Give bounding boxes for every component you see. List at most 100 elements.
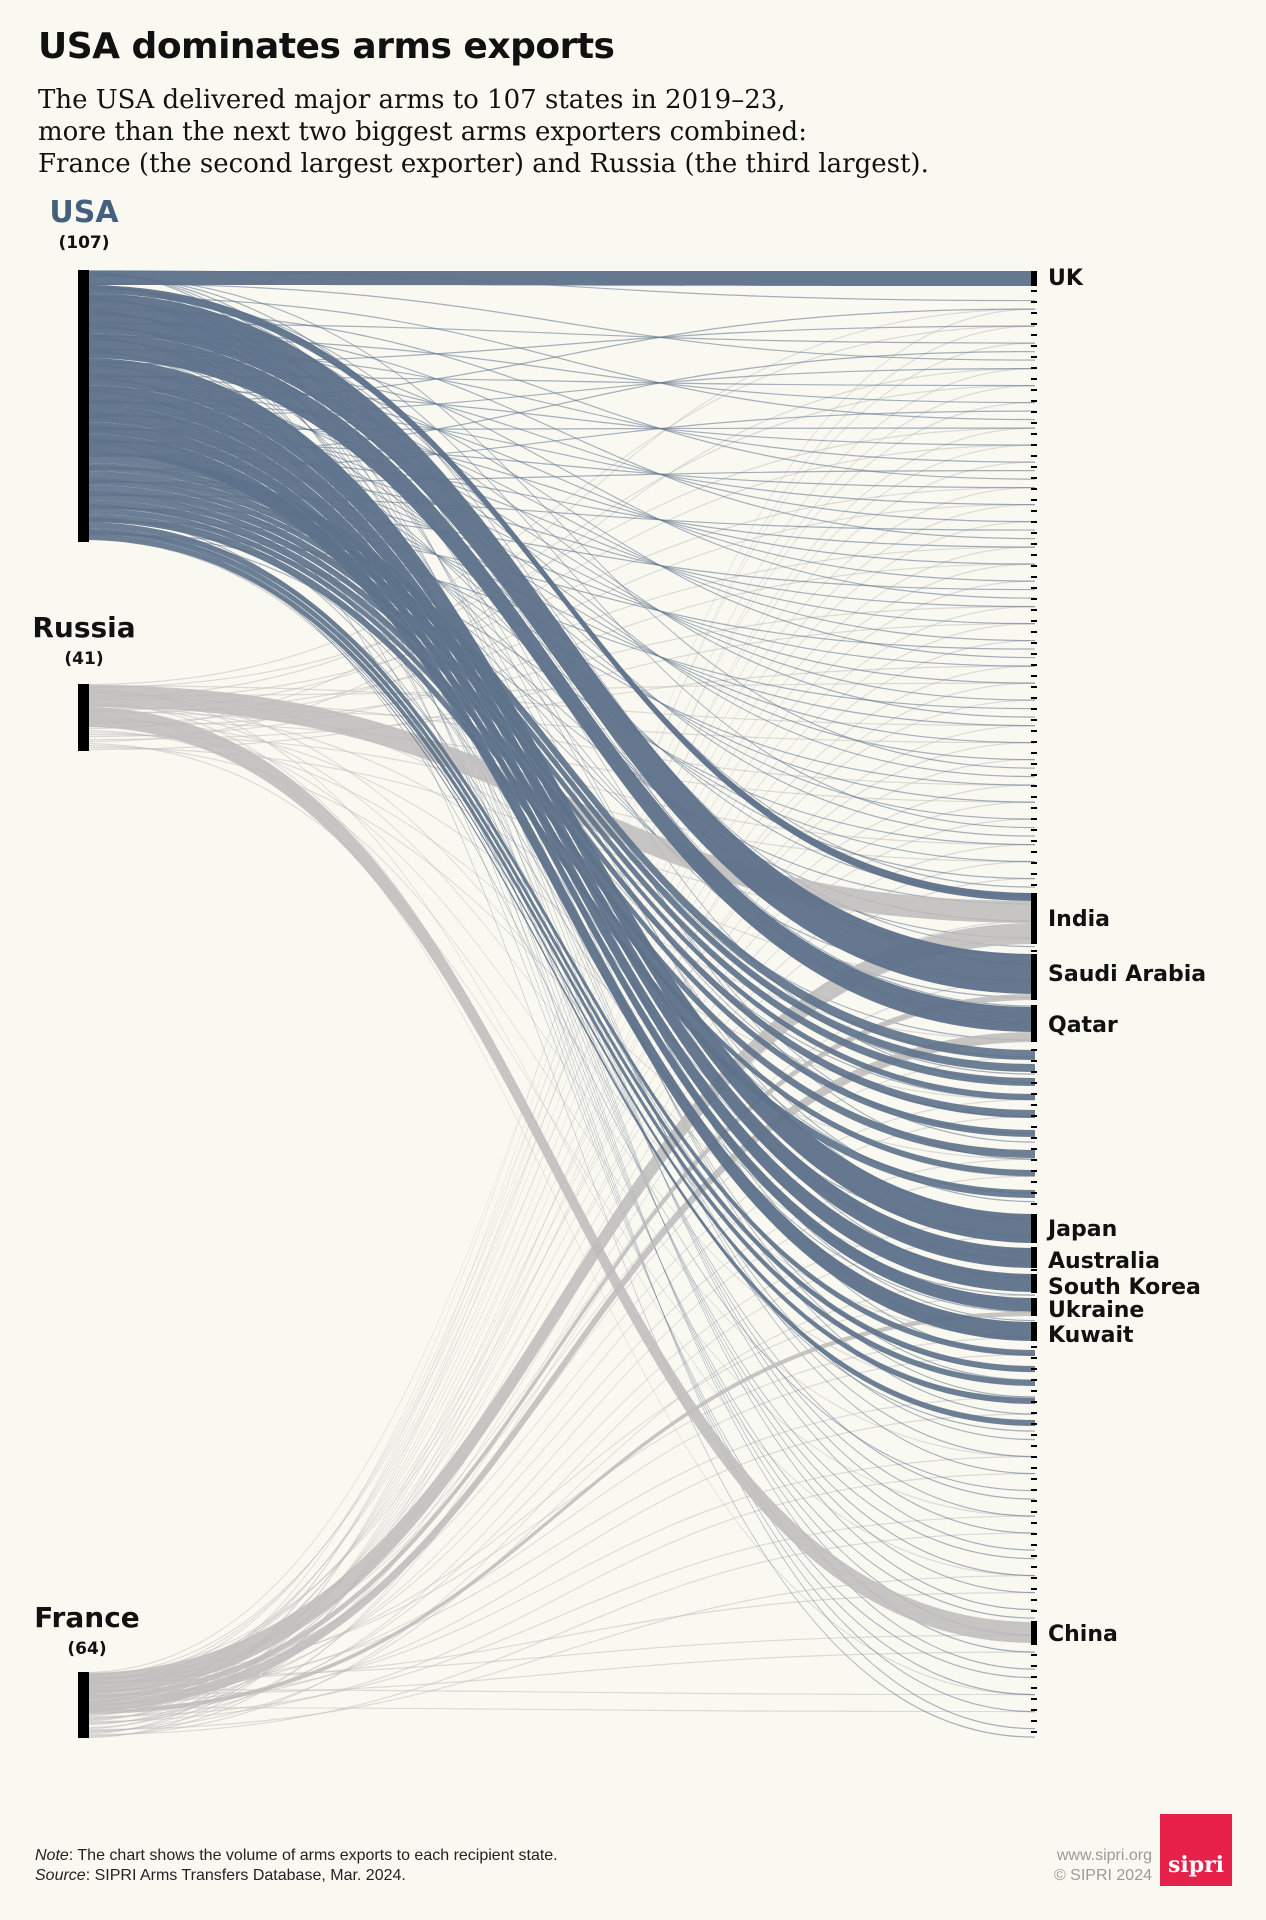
flow-usa-other — [83, 528, 1035, 1372]
website-link[interactable]: www.sipri.org — [1056, 1847, 1152, 1864]
flow-france-minor — [83, 980, 1035, 1733]
recipient-label-saudi-arabia: Saudi Arabia — [1048, 962, 1206, 987]
flow-usa-minor — [83, 351, 1035, 458]
recipient-label-japan: Japan — [1046, 1217, 1117, 1242]
flow-usa-other — [83, 463, 1035, 1072]
flow-usa-minor — [83, 361, 1035, 718]
recipient-tick — [1031, 1709, 1037, 1711]
flow-usa-minor — [83, 521, 1035, 650]
recipient-tick — [1031, 1170, 1037, 1172]
flow-france-minor — [83, 1218, 1035, 1719]
recipient-tick — [1031, 1434, 1037, 1436]
recipient-tick — [1031, 1467, 1037, 1469]
recipient-tick — [1031, 1588, 1037, 1590]
flow-france-minor — [83, 1707, 1035, 1713]
flow-france-minor — [83, 1575, 1035, 1731]
recipient-tick — [1031, 1412, 1037, 1414]
recipient-tick — [1031, 334, 1037, 336]
recipient-tick — [1031, 1049, 1037, 1051]
recipient-tick — [1031, 1577, 1037, 1579]
flow-france-minor — [83, 444, 1035, 1682]
flow-france-minor — [83, 606, 1035, 1703]
flow-usa-minor — [83, 271, 1035, 1551]
recipient-tick — [1031, 400, 1037, 402]
flow-usa-minor — [83, 414, 1035, 761]
recipient-tick — [1031, 466, 1037, 468]
recipient-tick — [1031, 1401, 1037, 1403]
recipient-tick — [1031, 1071, 1037, 1073]
flow-usa-minor — [83, 531, 1035, 1296]
recipient-tick — [1031, 620, 1037, 622]
flow-usa-minor — [83, 442, 1035, 489]
recipient-label-qatar: Qatar — [1048, 1013, 1118, 1038]
flow-france-minor — [83, 1515, 1035, 1718]
source-count-usa: (107) — [58, 233, 109, 253]
flow-usa-minor — [83, 378, 1035, 1441]
flow-france-minor — [83, 937, 1035, 1738]
flow-russia-minor — [83, 721, 1035, 803]
recipient-tick — [1031, 1148, 1037, 1150]
recipient-tick — [1031, 587, 1037, 589]
flow-france-minor — [83, 682, 1035, 1734]
flow-usa-minor — [83, 453, 1035, 939]
flow-france-minor — [83, 1337, 1035, 1679]
recipient-tick — [1031, 1346, 1037, 1348]
recipient-bar-australia — [1031, 1248, 1037, 1268]
flow-usa-minor — [83, 308, 1035, 405]
recipient-tick — [1031, 1269, 1037, 1271]
flow-usa-other — [83, 534, 1035, 1386]
flow-france-minor — [83, 1456, 1035, 1705]
flow-usa-minor — [83, 273, 1035, 1160]
flow-russia-minor — [83, 665, 1035, 741]
flow-usa-other — [83, 453, 1035, 1060]
flow-usa-to-saudi-arabia — [83, 293, 1035, 994]
flow-france-minor — [83, 1235, 1035, 1737]
flow-france-minor — [83, 818, 1035, 1712]
flow-usa-to-india — [83, 285, 1035, 901]
source-label: Source — [35, 1867, 86, 1884]
flow-usa-minor — [83, 427, 1035, 431]
flow-france-minor — [83, 1277, 1035, 1732]
flow-russia-minor — [83, 698, 1035, 786]
flow-france-minor — [83, 1294, 1035, 1684]
recipient-tick — [1031, 1159, 1037, 1161]
flow-france-minor — [83, 1634, 1035, 1678]
flow-usa-minor — [83, 348, 1035, 659]
recipient-label-australia: Australia — [1048, 1249, 1160, 1274]
flow-usa-minor — [83, 427, 1035, 820]
flow-france-minor — [83, 1354, 1035, 1697]
flow-russia-minor — [83, 730, 1035, 1458]
recipient-tick — [1031, 653, 1037, 655]
recipient-tick — [1031, 312, 1037, 314]
flow-usa-minor — [83, 391, 1035, 1500]
source-label-usa: USA — [49, 195, 119, 230]
recipient-tick — [1031, 686, 1037, 688]
flow-france-minor — [83, 1158, 1035, 1706]
flow-russia-minor — [83, 689, 1035, 1577]
recipient-label-india: India — [1048, 907, 1110, 932]
chart-footer: Note: The chart shows the volume of arms… — [35, 1846, 558, 1886]
recipient-tick — [1031, 873, 1037, 875]
recipient-tick — [1031, 1720, 1037, 1722]
recipient-tick — [1031, 1478, 1037, 1480]
recipient-tick — [1031, 1610, 1037, 1612]
flow-russia-minor — [83, 368, 1035, 743]
source-bar-usa — [78, 270, 89, 542]
flow-france-minor — [83, 1099, 1035, 1693]
flows-group — [83, 270, 1035, 1739]
flow-usa-minor — [83, 506, 1035, 982]
flow-france-minor — [83, 546, 1035, 1690]
flow-usa-minor — [83, 322, 1035, 540]
recipient-tick — [1031, 1731, 1037, 1733]
flow-france-minor — [83, 1175, 1035, 1724]
source-label-france: France — [34, 1601, 140, 1634]
flow-usa-minor — [83, 377, 1035, 1636]
flow-france-minor — [83, 385, 1035, 1735]
recipient-tick — [1031, 1676, 1037, 1678]
subtitle-line-1: The USA delivered major arms to 107 stat… — [38, 85, 786, 115]
flow-usa-minor — [83, 428, 1035, 625]
flow-russia-minor — [83, 685, 1035, 727]
flow-france-to-saudi-arabia — [83, 994, 1035, 1700]
flow-usa-minor — [83, 365, 1035, 1381]
flow-russia-minor — [83, 691, 1035, 1279]
